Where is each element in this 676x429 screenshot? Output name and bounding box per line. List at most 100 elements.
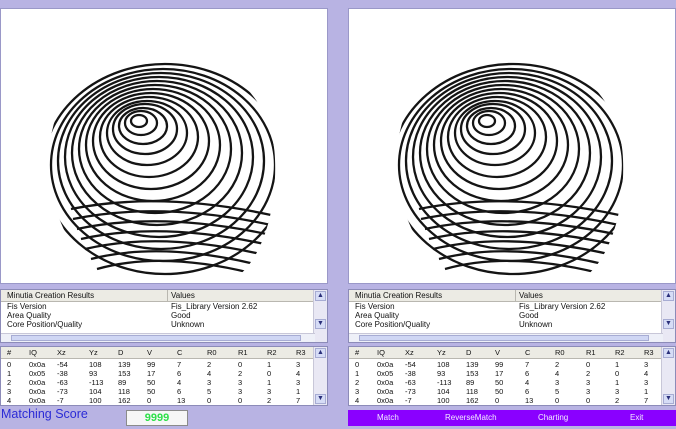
minutia-row: 4 0x0a -7 100 162 0 13 0 0 2 7: [1, 395, 313, 405]
fingerprint-image-right: [348, 8, 676, 284]
scroll-up-arrow-icon[interactable]: ▲: [663, 348, 674, 358]
minutia-cell: 0: [267, 369, 272, 378]
minutia-cell: 1: [355, 369, 360, 378]
results-cell: Fis Version: [355, 302, 395, 311]
minutia-cell: 0: [555, 396, 560, 405]
minutia-cell: 3: [296, 378, 301, 387]
results-cell: Unknown: [519, 320, 553, 329]
minutia-header-cell: C: [525, 348, 531, 357]
minutia-cell: 0x05: [29, 369, 46, 378]
minutia-cell: 162: [466, 396, 479, 405]
matching-score-label: Matching Score: [1, 407, 88, 421]
minutia-row: 3 0x0a -73 104 118 50 6 5 3 3 1: [349, 386, 661, 396]
minutia-cell: 0x0a: [29, 387, 46, 396]
scroll-down-arrow-icon[interactable]: ▼: [315, 319, 326, 329]
minutia-cell: 1: [615, 378, 620, 387]
scroll-up-arrow-icon[interactable]: ▲: [315, 291, 326, 301]
scroll-down-arrow-icon[interactable]: ▼: [315, 394, 326, 404]
minutia-header-cell: V: [495, 348, 501, 357]
results-cell: Fis_Library Version 2.62: [171, 302, 258, 311]
results-horizontal-scrollbar[interactable]: [349, 333, 663, 342]
match-button[interactable]: Match: [377, 413, 399, 422]
minutia-cell: 2: [615, 396, 620, 405]
fingerprint-image-left: [0, 8, 328, 284]
reverse-match-button[interactable]: ReverseMatch: [445, 413, 497, 422]
minutia-cell: 3: [238, 378, 243, 387]
minutia-cell: 1: [267, 360, 272, 369]
results-cell: Area Quality: [7, 311, 52, 320]
minutia-cell: 7: [296, 396, 301, 405]
minutia-header-cell: R1: [586, 348, 596, 357]
minutia-cell: 100: [437, 396, 450, 405]
minutia-header-cell: V: [147, 348, 153, 357]
minutia-cell: 50: [495, 378, 504, 387]
minutia-cell: 13: [177, 396, 186, 405]
minutia-header-cell: Xz: [57, 348, 66, 357]
minutia-header-cell: C: [177, 348, 183, 357]
minutia-cell: -63: [57, 378, 68, 387]
minutia-cell: 4: [7, 396, 12, 405]
scroll-down-arrow-icon[interactable]: ▼: [663, 319, 674, 329]
scroll-up-arrow-icon[interactable]: ▲: [663, 291, 674, 301]
minutia-cell: -54: [405, 360, 416, 369]
minutia-cell: 2: [207, 360, 212, 369]
minutia-cell: 4: [644, 369, 649, 378]
minutia-cell: 2: [555, 360, 560, 369]
minutia-cell: 100: [89, 396, 102, 405]
minutia-cell: -113: [437, 378, 452, 387]
minutia-cell: 1: [644, 387, 649, 396]
results-row: Core Position/Quality Unknown: [1, 320, 313, 330]
minutia-header-cell: R0: [207, 348, 217, 357]
exit-button[interactable]: Exit: [630, 413, 644, 422]
charting-button[interactable]: Charting: [538, 413, 569, 422]
minutia-cell: 0x0a: [377, 387, 394, 396]
minutia-cell: 2: [586, 369, 591, 378]
minutia-vertical-scrollbar[interactable]: ▲ ▼: [661, 347, 675, 405]
minutia-row: 4 0x0a -7 100 162 0 13 0 0 2 7: [349, 395, 661, 405]
minutia-row: 2 0x0a -63 -113 89 50 4 3 3 1 3: [1, 377, 313, 387]
minutia-row: 3 0x0a -73 104 118 50 6 5 3 3 1: [1, 386, 313, 396]
minutia-cell: 2: [267, 396, 272, 405]
minutia-cell: 50: [147, 378, 156, 387]
minutia-cell: 104: [437, 387, 450, 396]
minutia-cell: -7: [405, 396, 412, 405]
minutia-cell: 0: [147, 396, 152, 405]
results-horizontal-scrollbar[interactable]: [1, 333, 315, 342]
minutia-cell: 6: [177, 387, 182, 396]
scroll-thumb[interactable]: [359, 335, 649, 341]
minutia-cell: 0: [586, 360, 591, 369]
minutia-cell: 3: [355, 387, 360, 396]
results-header: Minutia Creation Results Values: [349, 290, 661, 302]
minutia-cell: 0: [615, 369, 620, 378]
minutia-header-cell: IQ: [29, 348, 37, 357]
minutia-cell: 17: [147, 369, 156, 378]
minutia-cell: 153: [118, 369, 131, 378]
results-vertical-scrollbar[interactable]: ▲ ▼: [661, 290, 675, 342]
minutia-cell: 7: [644, 396, 649, 405]
minutia-cell: 139: [118, 360, 131, 369]
minutia-row: 0 0x0a -54 108 139 99 7 2 0 1 3: [349, 359, 661, 369]
minutia-row: 1 0x05 -38 93 153 17 6 4 2 0 4: [349, 368, 661, 378]
minutia-header-cell: D: [466, 348, 472, 357]
minutia-cell: -73: [57, 387, 68, 396]
minutia-cell: 108: [437, 360, 450, 369]
minutia-cell: 1: [7, 369, 12, 378]
minutia-cell: 4: [555, 369, 560, 378]
results-vertical-scrollbar[interactable]: ▲ ▼: [313, 290, 327, 342]
action-toolbar: Match ReverseMatch Charting Exit: [348, 410, 676, 426]
matching-score-value: 9999: [126, 410, 188, 426]
minutia-header-cell: R3: [296, 348, 306, 357]
minutia-table-right: # IQ Xz Yz D V C R0 R1 R2 R3 0 0x0a -54 …: [348, 346, 676, 406]
minutia-cell: 4: [525, 378, 530, 387]
minutia-cell: 1: [615, 360, 620, 369]
minutia-row: 1 0x05 -38 93 153 17 6 4 2 0 4: [1, 368, 313, 378]
minutia-cell: 6: [177, 369, 182, 378]
minutia-vertical-scrollbar[interactable]: ▲ ▼: [313, 347, 327, 405]
scroll-down-arrow-icon[interactable]: ▼: [663, 394, 674, 404]
scroll-thumb[interactable]: [11, 335, 301, 341]
scroll-up-arrow-icon[interactable]: ▲: [315, 348, 326, 358]
minutia-cell: 0x0a: [377, 396, 394, 405]
minutia-header-cell: Yz: [89, 348, 98, 357]
minutia-cell: -54: [57, 360, 68, 369]
minutia-cell: 7: [177, 360, 182, 369]
